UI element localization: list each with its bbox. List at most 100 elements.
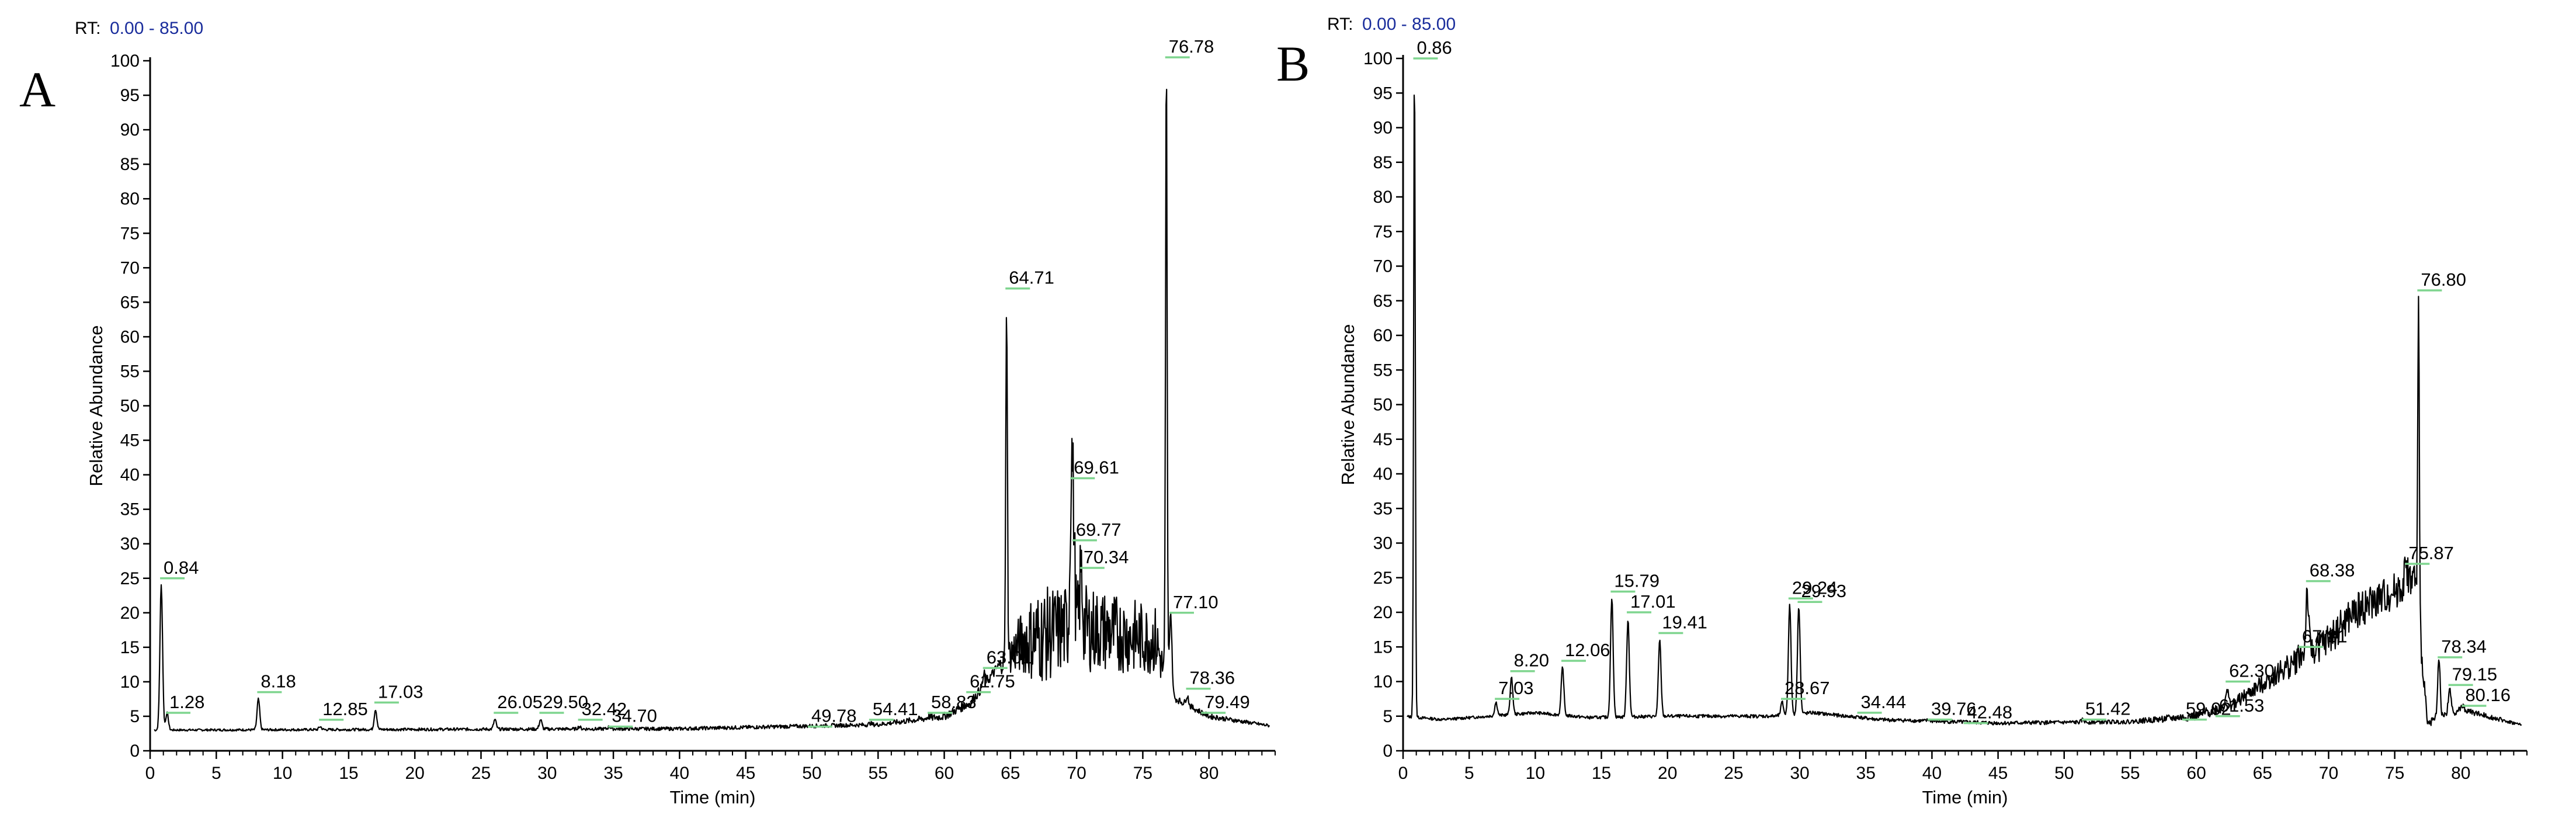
x-tick-label: 75: [1133, 764, 1152, 783]
peak-label: 79.15: [2452, 664, 2498, 684]
x-tick-label: 15: [1592, 764, 1611, 783]
peak-label: 26.05: [497, 692, 543, 712]
x-tick-label: 20: [405, 764, 424, 783]
y-tick-label: 50: [120, 397, 140, 416]
x-tick-label: 40: [1922, 764, 1942, 783]
y-tick-label: 5: [1383, 707, 1393, 726]
y-tick-label: 90: [120, 120, 140, 140]
y-tick-label: 60: [1373, 326, 1393, 345]
y-tick-label: 70: [120, 258, 140, 278]
y-tick-label: 5: [130, 707, 140, 726]
x-axis-label: Time (min): [670, 787, 756, 807]
x-tick-label: 65: [2253, 764, 2272, 783]
y-tick-label: 70: [1373, 257, 1393, 276]
x-tick-label: 65: [1001, 764, 1020, 783]
peak-label: 29.93: [1801, 581, 1846, 601]
peak-label: 77.10: [1173, 592, 1218, 612]
peak-label: 7.03: [1498, 678, 1533, 698]
x-tick-label: 30: [537, 764, 557, 783]
y-tick-label: 85: [120, 155, 140, 174]
peak-label: 17.01: [1630, 591, 1676, 612]
x-tick-label: 50: [802, 764, 821, 783]
peak-label: 15.79: [1614, 570, 1660, 591]
peak-label: 32.42: [582, 699, 627, 719]
peak-label: 78.36: [1190, 668, 1235, 688]
y-tick-label: 0: [130, 741, 140, 761]
y-tick-label: 25: [1373, 568, 1393, 588]
y-axis-label: Relative Abundance: [86, 325, 106, 487]
x-tick-label: 25: [471, 764, 491, 783]
y-tick-label: 15: [1373, 637, 1393, 657]
x-tick-label: 55: [2120, 764, 2140, 783]
y-tick-label: 30: [120, 535, 140, 554]
x-tick-label: 75: [2385, 764, 2404, 783]
rt-range: 0.00 - 85.00: [110, 19, 203, 38]
panel-letter: B: [1276, 36, 1310, 92]
x-tick-label: 10: [273, 764, 292, 783]
peak-label: 12.85: [322, 699, 368, 719]
x-tick-label: 15: [339, 764, 358, 783]
peak-label: 76.80: [2421, 269, 2466, 290]
y-tick-label: 40: [120, 466, 140, 485]
peak-label: 69.61: [1074, 457, 1119, 478]
x-tick-label: 5: [211, 764, 221, 783]
y-tick-label: 55: [1373, 360, 1393, 380]
peak-label: 76.78: [1169, 36, 1214, 57]
y-tick-label: 30: [1373, 534, 1393, 553]
y-tick-label: 35: [120, 500, 140, 519]
y-tick-label: 45: [1373, 430, 1393, 449]
x-tick-label: 50: [2054, 764, 2074, 783]
peak-label: 12.06: [1565, 640, 1610, 660]
y-axis-label: Relative Abundance: [1338, 324, 1358, 486]
x-tick-label: 20: [1658, 764, 1677, 783]
x-tick-label: 35: [1856, 764, 1876, 783]
peak-label: 42.48: [1967, 702, 2013, 723]
x-tick-label: 45: [1988, 764, 2008, 783]
panel-letter: A: [19, 61, 55, 117]
peak-label: 67.81: [2302, 626, 2348, 646]
peak-label: 34.70: [612, 706, 657, 726]
x-tick-label: 30: [1790, 764, 1809, 783]
peak-label: 8.18: [261, 671, 296, 692]
x-tick-label: 70: [2319, 764, 2338, 783]
x-tick-label: 80: [2451, 764, 2470, 783]
peak-label: 78.34: [2441, 636, 2487, 657]
x-tick-label: 45: [736, 764, 755, 783]
x-tick-label: 70: [1067, 764, 1086, 783]
y-tick-label: 50: [1373, 396, 1393, 415]
peak-label: 61.75: [970, 671, 1015, 692]
x-tick-label: 60: [2186, 764, 2206, 783]
peak-label: 1.28: [169, 692, 204, 712]
x-tick-label: 0: [145, 764, 155, 783]
y-tick-label: 100: [110, 51, 140, 71]
y-tick-label: 0: [1383, 741, 1393, 761]
peak-label: 19.41: [1662, 612, 1707, 633]
chromatogram-trace: [154, 88, 1270, 732]
x-tick-label: 80: [1199, 764, 1218, 783]
y-tick-label: 10: [120, 672, 140, 692]
y-tick-label: 65: [1373, 292, 1393, 311]
chromatogram-panel-a: ART: 0.00 - 85.00051015202530354045505560…: [19, 19, 1276, 807]
y-tick-label: 40: [1373, 464, 1393, 484]
y-tick-label: 80: [1373, 188, 1393, 207]
y-tick-label: 45: [120, 431, 140, 450]
peak-label: 28.67: [1785, 678, 1830, 698]
y-tick-label: 20: [1373, 603, 1393, 622]
peak-label: 0.86: [1417, 37, 1452, 58]
x-tick-label: 5: [1464, 764, 1474, 783]
y-tick-label: 35: [1373, 499, 1393, 518]
rt-label: RT:: [1327, 15, 1353, 34]
peak-label: 17.03: [378, 681, 423, 702]
rt-label: RT:: [75, 19, 100, 38]
y-tick-label: 25: [120, 569, 140, 588]
x-tick-label: 40: [670, 764, 689, 783]
y-tick-label: 75: [1373, 222, 1393, 241]
y-tick-label: 60: [120, 327, 140, 346]
x-tick-label: 0: [1398, 764, 1408, 783]
x-tick-label: 25: [1724, 764, 1743, 783]
peak-label: 39.76: [1931, 699, 1977, 719]
y-tick-label: 80: [120, 189, 140, 209]
y-tick-label: 95: [1373, 84, 1393, 103]
y-tick-label: 55: [120, 362, 140, 381]
